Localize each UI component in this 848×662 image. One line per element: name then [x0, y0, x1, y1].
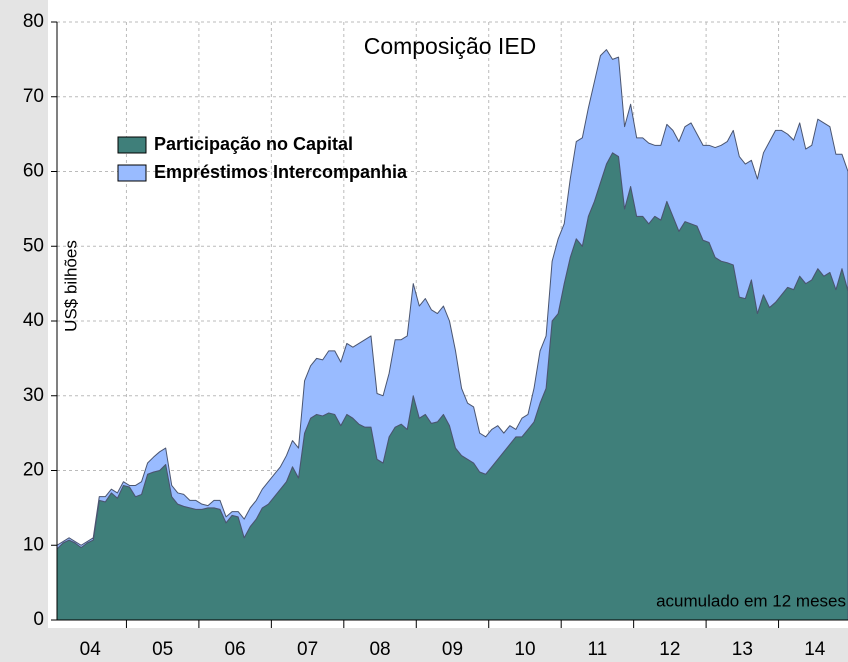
chart-title: Composição IED	[364, 33, 537, 59]
y-tick-label: 40	[23, 310, 44, 331]
x-tick-label: 07	[297, 639, 318, 660]
x-tick-label: 14	[804, 639, 826, 660]
x-tick-label: 13	[732, 639, 753, 660]
x-tick-label: 08	[369, 639, 390, 660]
x-tick-label: 05	[152, 639, 173, 660]
x-tick-label: 06	[225, 639, 246, 660]
annotation: acumulado em 12 meses	[656, 591, 846, 610]
x-tick-label: 09	[442, 639, 463, 660]
legend-label: Participação no Capital	[154, 134, 353, 154]
y-tick-label: 10	[23, 534, 44, 555]
y-tick-label: 30	[23, 385, 44, 406]
y-axis-label: US$ bilhões	[61, 240, 80, 332]
area	[56, 49, 848, 550]
x-tick-label: 10	[514, 639, 535, 660]
y-tick-label: 0	[33, 609, 44, 630]
x-tick-label: 11	[588, 639, 608, 660]
x-tick-label: 12	[659, 639, 680, 660]
y-tick-label: 20	[23, 460, 44, 481]
y-tick-label: 60	[23, 161, 44, 182]
y-tick-label: 70	[23, 86, 44, 107]
y-tick-label: 50	[23, 235, 44, 256]
y-tick-label: 80	[23, 11, 44, 32]
x-tick-label: 04	[80, 639, 102, 660]
legend-label: Empréstimos Intercompanhia	[154, 162, 408, 182]
legend-swatch	[117, 164, 147, 182]
legend-swatch	[117, 136, 147, 154]
